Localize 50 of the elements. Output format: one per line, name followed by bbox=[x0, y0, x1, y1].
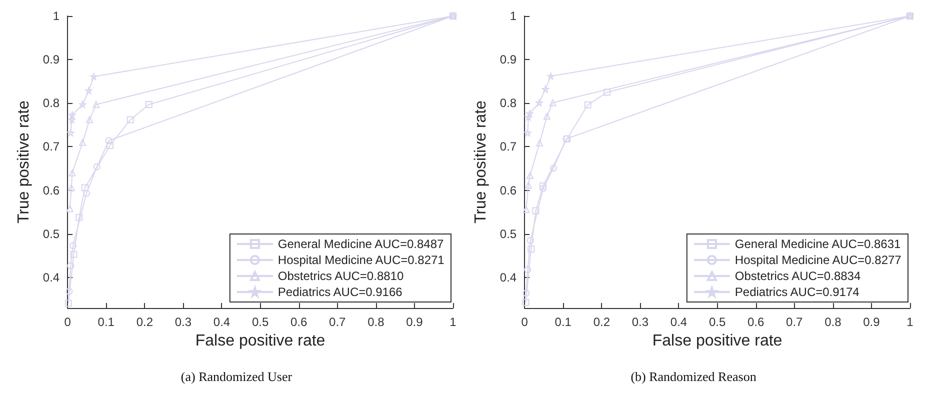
legend-label: Pediatrics AUC=0.9166 bbox=[278, 285, 403, 299]
x-tick-label: 1 bbox=[450, 315, 457, 329]
legend-label: Hospital Medicine AUC=0.8271 bbox=[278, 253, 445, 267]
x-tick-label: 0.2 bbox=[136, 315, 154, 329]
x-tick-label: 0.9 bbox=[863, 315, 880, 329]
legend-label: Obstetrics AUC=0.8810 bbox=[278, 269, 404, 283]
y-axis-title: True positive rate bbox=[472, 100, 490, 224]
x-tick-label: 0.4 bbox=[213, 315, 230, 329]
y-tick-label: 0.9 bbox=[42, 52, 60, 67]
legend-label: General Medicine AUC=0.8487 bbox=[278, 237, 444, 251]
x-tick-label: 0 bbox=[521, 315, 528, 329]
y-tick-label: 0.9 bbox=[500, 52, 517, 67]
y-tick-label: 0.5 bbox=[500, 226, 517, 241]
y-tick-label: 0.6 bbox=[42, 183, 60, 198]
x-tick-label: 1 bbox=[906, 315, 914, 329]
x-tick-label: 0.4 bbox=[670, 315, 688, 329]
y-tick-label: 0.5 bbox=[42, 226, 60, 241]
legend-label: Obstetrics AUC=0.8834 bbox=[734, 269, 861, 283]
x-tick-label: 0.8 bbox=[368, 315, 385, 329]
x-axis-title: False positive rate bbox=[195, 332, 326, 350]
legend-label: Pediatrics AUC=0.9174 bbox=[734, 285, 860, 299]
x-tick-label: 0.3 bbox=[632, 315, 649, 329]
y-tick-label: 1 bbox=[510, 9, 517, 23]
x-tick-label: 0 bbox=[64, 315, 72, 329]
x-tick-label: 0.6 bbox=[290, 315, 308, 329]
x-tick-label: 0.5 bbox=[708, 315, 726, 329]
y-tick-label: 0.7 bbox=[500, 140, 517, 154]
text: (a) Randomized User bbox=[180, 369, 293, 384]
x-tick-label: 0.1 bbox=[554, 315, 572, 329]
text: (b) Randomized Reason bbox=[630, 369, 757, 384]
y-tick-label: 0.6 bbox=[500, 183, 517, 198]
y-tick-label: 0.7 bbox=[42, 140, 60, 154]
y-tick-label: 0.4 bbox=[42, 270, 60, 284]
y-tick-label: 1 bbox=[52, 9, 60, 23]
y-tick-label: 0.8 bbox=[500, 96, 517, 110]
x-tick-label: 0.5 bbox=[252, 315, 269, 329]
x-tick-label: 0.8 bbox=[824, 315, 842, 329]
legend-label: Hospital Medicine AUC=0.8277 bbox=[734, 253, 902, 267]
x-tick-label: 0.9 bbox=[406, 315, 424, 329]
x-tick-label: 0.1 bbox=[98, 315, 115, 329]
y-tick-label: 0.8 bbox=[42, 96, 60, 110]
x-tick-label: 0.7 bbox=[329, 315, 346, 329]
x-axis-title: False positive rate bbox=[652, 332, 782, 350]
legend-label: General Medicine AUC=0.8631 bbox=[734, 237, 901, 251]
x-tick-label: 0.2 bbox=[593, 315, 610, 329]
y-axis-title: True positive rate bbox=[16, 100, 32, 224]
x-tick-label: 0.7 bbox=[786, 315, 804, 329]
y-tick-label: 0.4 bbox=[500, 270, 517, 284]
x-tick-label: 0.3 bbox=[174, 315, 192, 329]
x-tick-label: 0.6 bbox=[747, 315, 764, 329]
